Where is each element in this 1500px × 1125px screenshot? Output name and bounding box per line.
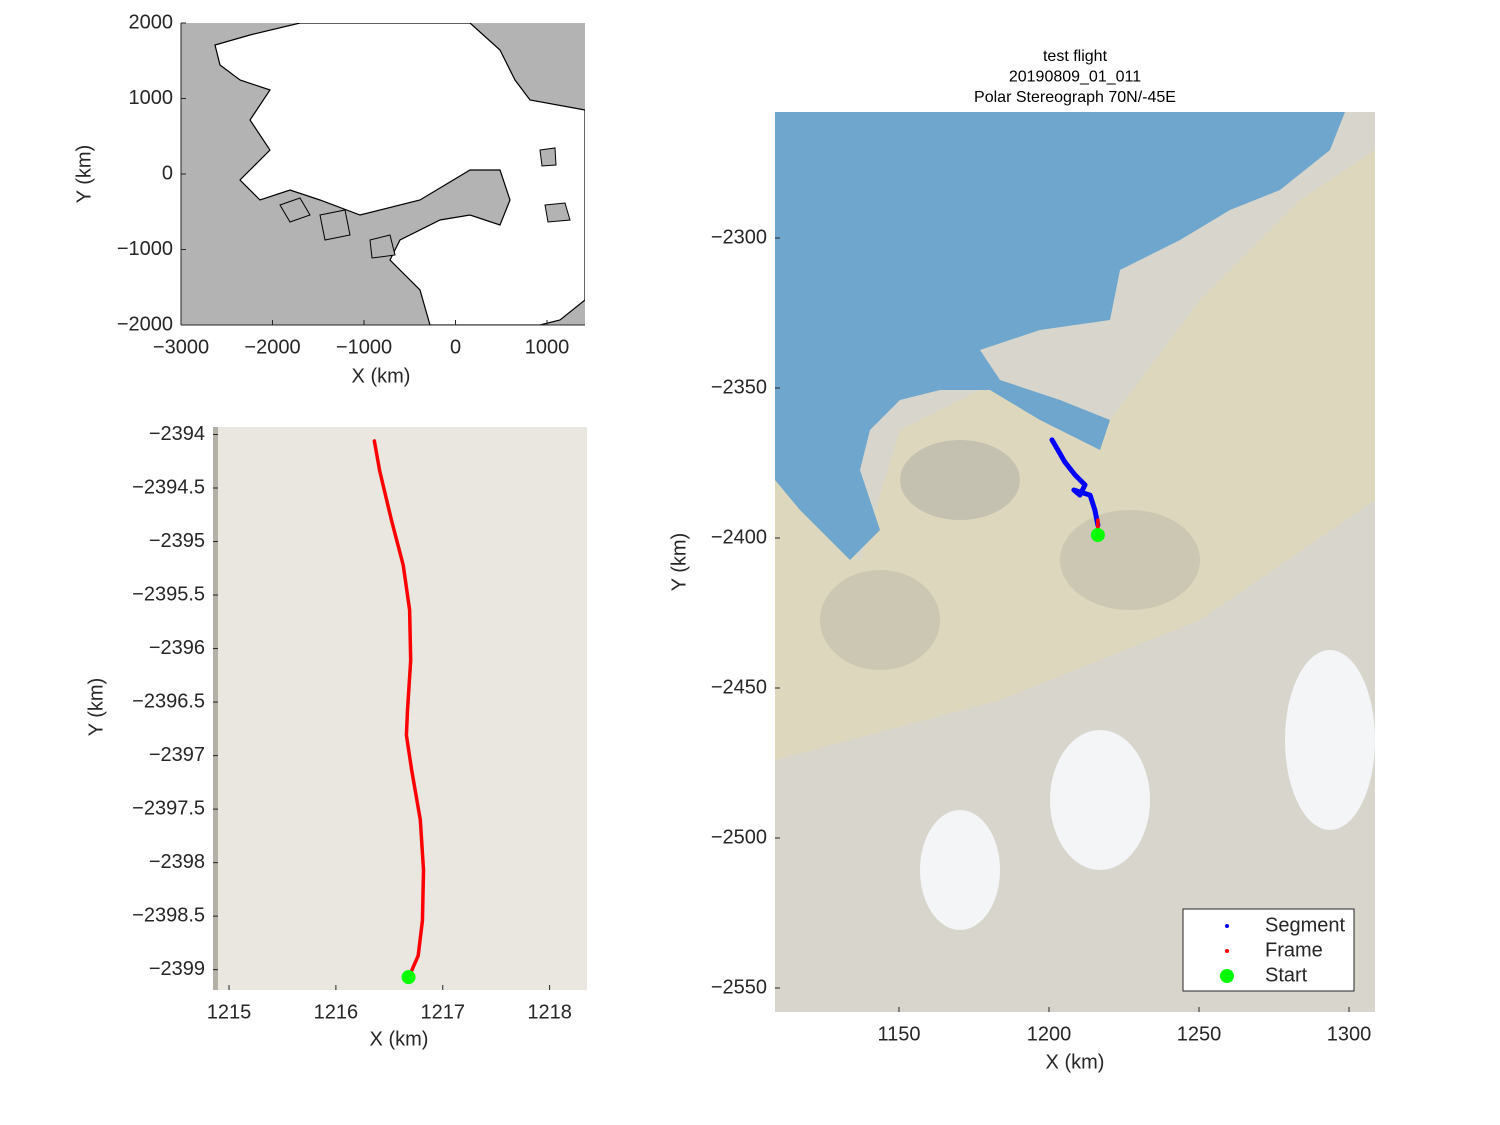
legend-marker (1225, 949, 1229, 953)
chart-title: Polar Stereograph 70N/-45E (974, 89, 1176, 106)
chart-title: test flight (1043, 48, 1108, 65)
x-axis-label: X (km) (370, 1028, 429, 1050)
x-tick-label: 1200 (1027, 1023, 1072, 1045)
x-axis-label: X (km) (1046, 1051, 1105, 1073)
frame-basemap (213, 427, 587, 990)
x-tick-label: 1215 (207, 1001, 252, 1023)
y-tick-label: 0 (162, 162, 173, 184)
x-tick-label: 0 (450, 336, 461, 358)
y-tick-label: −2550 (711, 976, 767, 998)
legend-marker (1220, 969, 1234, 983)
y-tick-label: −2300 (711, 226, 767, 248)
legend-marker (1225, 924, 1229, 928)
y-tick-label: −2000 (117, 313, 173, 335)
legend-label: Segment (1265, 914, 1345, 936)
x-tick-label: 1217 (420, 1001, 465, 1023)
y-tick-label: −2450 (711, 676, 767, 698)
x-tick-label: 1300 (1327, 1023, 1372, 1045)
y-tick-label: −2399 (149, 958, 205, 980)
start-marker (401, 970, 416, 985)
y-tick-label: −2397.5 (132, 797, 205, 819)
x-tick-label: −1000 (336, 336, 392, 358)
x-tick-label: 1000 (525, 336, 570, 358)
x-tick-label: 1250 (1177, 1023, 1222, 1045)
legend-label: Start (1265, 964, 1308, 986)
legend-label: Frame (1265, 939, 1323, 961)
y-tick-label: −2398 (149, 851, 205, 873)
y-tick-label: 1000 (129, 87, 174, 109)
x-axis-label: X (km) (352, 365, 411, 387)
y-tick-label: −2395.5 (132, 583, 205, 605)
flight-basemap (775, 112, 1375, 1012)
y-tick-label: −2394 (149, 423, 205, 445)
x-tick-label: −3000 (153, 336, 209, 358)
y-tick-label: −2398.5 (132, 904, 205, 926)
y-axis-label: Y (km) (668, 533, 690, 592)
x-tick-label: 1150 (877, 1023, 920, 1045)
start-marker (1090, 528, 1105, 542)
y-tick-label: −1000 (117, 238, 173, 260)
x-tick-label: −2000 (244, 336, 300, 358)
chart-title: 20190809_01_011 (1009, 69, 1141, 86)
y-tick-label: −2350 (711, 376, 767, 398)
y-axis-label: Y (km) (85, 678, 107, 737)
y-tick-label: −2400 (711, 526, 767, 548)
y-tick-label: −2394.5 (132, 476, 205, 498)
overview-basemap (181, 23, 585, 325)
y-tick-label: −2395 (149, 530, 205, 552)
y-tick-label: −2396.5 (132, 690, 205, 712)
legend-box (1182, 908, 1355, 992)
x-tick-label: 1218 (527, 1001, 572, 1023)
y-tick-label: −2500 (711, 826, 767, 848)
x-tick-label: 1216 (314, 1001, 359, 1023)
y-axis-label: Y (km) (73, 145, 95, 204)
y-tick-label: −2397 (149, 744, 205, 766)
y-tick-label: −2396 (149, 637, 205, 659)
track (1049, 437, 1101, 528)
track (372, 439, 426, 975)
y-tick-label: 2000 (129, 11, 174, 33)
